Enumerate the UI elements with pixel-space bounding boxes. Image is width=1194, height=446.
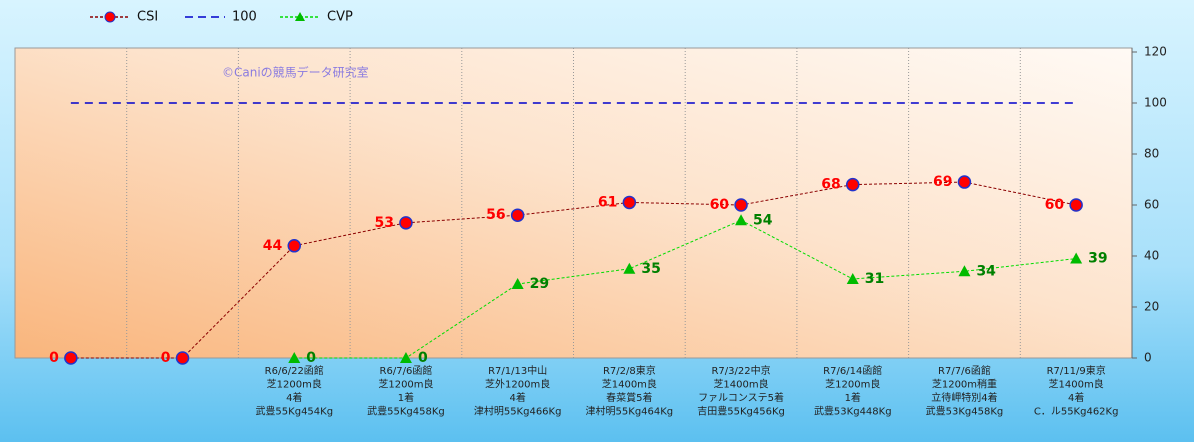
x-tick-label: 武豊55Kg458Kg (367, 405, 445, 418)
x-tick-label: 4着 (286, 391, 302, 404)
x-tick-label: C．ル55Kg462Kg (1034, 407, 1119, 418)
data-point (957, 175, 972, 189)
data-label: 31 (865, 271, 884, 287)
legend-label: CSI (137, 10, 158, 25)
data-point (846, 177, 860, 192)
data-point (958, 265, 971, 277)
x-tick-label: 吉田豊55Kg456Kg (697, 405, 785, 418)
x-tick-label: R7/1/13中山 (488, 364, 547, 377)
x-tick-label: 立待岬特別4着 (931, 391, 997, 404)
data-point (287, 239, 301, 253)
y-tick-label: 100 (1144, 96, 1167, 110)
x-tick-label: 1着 (845, 391, 861, 404)
x-tick-label: R6/6/22函館 (265, 364, 324, 377)
data-label: 35 (641, 261, 660, 277)
data-label: 60 (1045, 197, 1065, 213)
watermark: ©Caniの競馬データ研究室 (222, 65, 369, 80)
data-label: 0 (49, 350, 59, 366)
data-label: 29 (530, 276, 549, 292)
x-tick-label: 1着 (398, 391, 414, 404)
y-tick-label: 40 (1144, 249, 1159, 263)
legend-marker (104, 11, 116, 23)
data-label: 39 (1088, 251, 1107, 267)
data-label: 61 (598, 194, 617, 210)
x-tick-label: R7/6/14函館 (823, 364, 882, 377)
legend-label: CVP (327, 10, 353, 25)
y-tick-label: 20 (1144, 300, 1159, 314)
x-tick-label: 芝1200m稍重 (932, 378, 997, 391)
data-label: 0 (161, 350, 171, 366)
x-tick-label: 芝1400m良 (1049, 378, 1104, 391)
y-tick-label: 80 (1144, 147, 1159, 161)
data-point (623, 262, 636, 274)
data-point (735, 214, 748, 226)
x-tick-label: 武豊55Kg454Kg (255, 405, 333, 418)
x-tick-label: 芝1200m良 (825, 378, 880, 391)
y-tick-label: 120 (1144, 45, 1167, 59)
y-tick-label: 0 (1144, 351, 1152, 365)
data-point (64, 351, 78, 365)
data-label: 54 (753, 212, 773, 228)
x-tick-label: 芝外1200m良 (485, 378, 550, 391)
x-tick-label: R7/2/8東京 (603, 364, 656, 377)
x-tick-label: 芝1400m良 (713, 378, 768, 391)
data-label: 53 (374, 215, 393, 231)
data-point (622, 195, 637, 210)
x-tick-label: 芝1200m良 (267, 378, 322, 391)
legend-marker (295, 12, 305, 21)
data-label: 56 (486, 207, 505, 223)
x-tick-label: 津村明55Kg464Kg (586, 405, 674, 418)
x-tick-label: 4着 (509, 391, 525, 404)
data-point (399, 352, 412, 363)
data-label: 44 (263, 238, 283, 254)
x-tick-label: 春菜賞5着 (606, 391, 652, 404)
data-label: 0 (418, 350, 428, 366)
data-label: 68 (821, 177, 840, 193)
data-point (175, 351, 190, 365)
y-tick-label: 60 (1144, 198, 1159, 212)
x-tick-label: 武豊53Kg458Kg (926, 405, 1004, 418)
x-tick-label: R7/3/22中京 (711, 364, 770, 377)
data-point (511, 278, 524, 290)
data-point (1069, 198, 1083, 212)
x-tick-label: 4着 (1068, 391, 1084, 404)
x-tick-label: ファルコンステ5着 (698, 391, 784, 404)
legend-label: 100 (232, 10, 257, 25)
data-label: 60 (710, 197, 730, 213)
data-point (734, 198, 748, 212)
x-tick-label: 芝1200m良 (378, 378, 433, 391)
x-tick-label: 武豊53Kg448Kg (814, 405, 892, 418)
data-label: 34 (976, 263, 996, 279)
x-tick-label: R6/7/6函館 (380, 364, 433, 377)
data-point (1070, 252, 1083, 264)
data-point (846, 272, 859, 284)
data-label: 0 (306, 350, 316, 366)
data-point (288, 352, 301, 363)
data-point (510, 208, 525, 222)
plot-area (14, 47, 1133, 359)
data-label: 69 (933, 174, 952, 190)
x-tick-label: 芝1400m良 (602, 378, 657, 391)
x-tick-label: R7/7/6函館 (938, 364, 991, 377)
x-tick-label: 津村明55Kg466Kg (474, 405, 562, 418)
series-line (70, 181, 1077, 359)
data-point (399, 216, 413, 230)
x-tick-label: R7/11/9東京 (1047, 364, 1106, 377)
